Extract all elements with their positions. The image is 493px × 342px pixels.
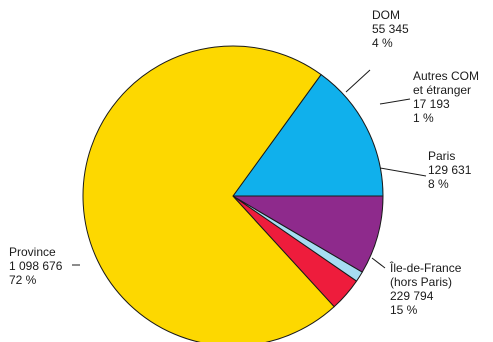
leader-line (379, 98, 411, 105)
slice-label-line: (hors Paris) (390, 275, 452, 289)
slice-label-line: Île-de-France (389, 260, 462, 275)
slice-label-line: Paris (428, 149, 455, 163)
slice-label-line: DOM (372, 8, 400, 22)
slice-label: Île-de-France (hors Paris) 229 794 15 % (389, 260, 462, 317)
slice-label-line: 129 631 (428, 163, 472, 177)
slice-label-line: 72 % (9, 273, 37, 287)
leader-line (379, 167, 427, 177)
leader-line (371, 257, 386, 269)
slice-label: DOM 55 345 4 % (372, 8, 409, 50)
slice-label-line: 1 % (413, 111, 434, 125)
slice-label-line: 55 345 (372, 22, 409, 36)
slice-label-line: 17 193 (413, 97, 450, 111)
pie-slice (232, 195, 384, 273)
pie-slice (82, 45, 335, 342)
pie-slices (82, 45, 384, 342)
slice-label-line: Province (9, 245, 56, 259)
slice-label: Autres COM et étranger 17 193 1 % (413, 69, 479, 125)
slice-label-line: Autres COM (413, 69, 479, 83)
slice-label-line: 1 098 676 (9, 259, 63, 273)
pie-slice (232, 74, 384, 197)
slice-label: Province 1 098 676 72 % (9, 245, 63, 287)
slice-labels: Île-de-France (hors Paris) 229 794 15 % Prov… (9, 8, 479, 317)
leader-lines (72, 69, 427, 269)
slice-label-line: 229 794 (390, 289, 434, 303)
leader-line (345, 69, 371, 93)
slice-label-line: et étranger (413, 83, 471, 97)
slice-label-line: 8 % (428, 177, 449, 191)
slice-label-line: 4 % (372, 36, 393, 50)
slice-label: Paris 129 631 8 % (428, 149, 472, 191)
slice-label-line: 15 % (390, 303, 418, 317)
